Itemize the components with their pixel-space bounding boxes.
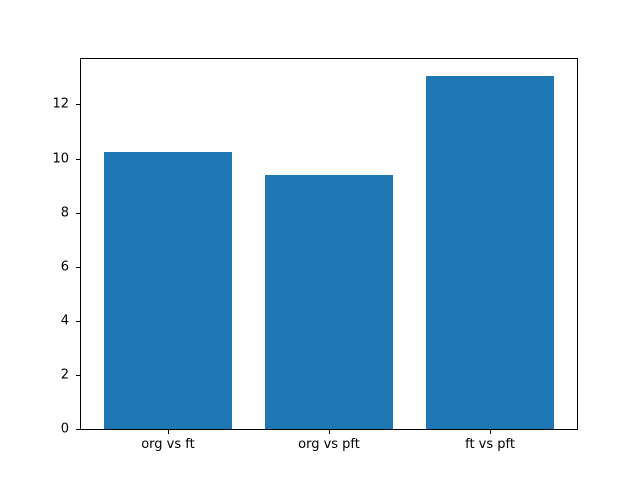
y-tick-mark bbox=[76, 429, 80, 430]
y-tick-label: 12 bbox=[52, 96, 69, 112]
y-tick-label: 8 bbox=[60, 205, 69, 221]
bar-org-vs-pft bbox=[264, 174, 394, 429]
plot-area bbox=[80, 58, 578, 430]
y-tick-label: 2 bbox=[60, 367, 69, 383]
y-tick-mark bbox=[76, 320, 80, 322]
y-tick-label: 0 bbox=[60, 421, 69, 437]
y-tick-label: 4 bbox=[60, 313, 69, 329]
y-tick-mark bbox=[76, 212, 80, 214]
y-tick-mark bbox=[76, 266, 80, 268]
x-tick-mark bbox=[329, 430, 330, 434]
bar-ft-vs-pft bbox=[425, 76, 555, 429]
y-tick-mark bbox=[76, 374, 80, 376]
x-tick-label-org-vs-pft: org vs pft bbox=[298, 437, 360, 452]
y-tick-label: 6 bbox=[60, 259, 69, 275]
x-tick-mark bbox=[490, 430, 492, 434]
y-tick-mark bbox=[76, 104, 80, 106]
x-tick-label-ft-vs-pft: ft vs pft bbox=[465, 437, 515, 452]
y-tick-mark bbox=[76, 158, 80, 160]
x-tick-label-org-vs-ft: org vs ft bbox=[141, 437, 195, 452]
x-tick-mark bbox=[167, 430, 169, 434]
y-tick-label: 10 bbox=[52, 151, 69, 167]
bar-org-vs-ft bbox=[103, 151, 233, 429]
